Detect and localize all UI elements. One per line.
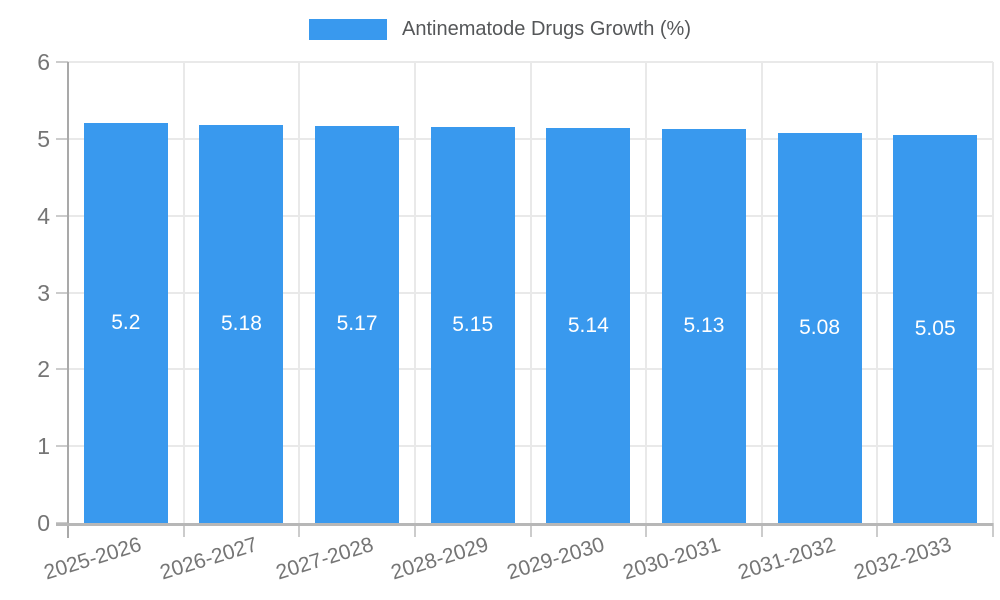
bar: 5.17 (315, 125, 400, 523)
x-tick (298, 523, 301, 537)
legend-swatch (308, 19, 387, 40)
bar: 5.14 (546, 128, 631, 523)
x-axis-label: 2025-2026 (41, 533, 145, 585)
y-tick (56, 445, 68, 448)
x-axis-line (56, 523, 993, 526)
v-gridline (760, 62, 763, 523)
v-gridline (298, 62, 301, 523)
v-gridline (876, 62, 879, 523)
x-tick (413, 523, 416, 537)
x-axis-label: 2028-2029 (388, 533, 492, 585)
y-axis-label: 0 (37, 510, 50, 536)
y-tick (56, 291, 68, 294)
y-axis-line (67, 62, 69, 538)
bar-value-label: 5.14 (567, 313, 609, 337)
x-axis-label: 2029-2030 (504, 533, 608, 585)
bar: 5.2 (83, 123, 168, 523)
v-gridline (413, 62, 416, 523)
x-axis-label: 2031-2032 (735, 533, 839, 585)
bar: 5.18 (199, 125, 284, 523)
y-tick (56, 214, 68, 217)
x-tick (876, 523, 879, 537)
y-axis-label: 5 (37, 125, 50, 152)
bar-value-label: 5.15 (452, 313, 494, 337)
x-tick (182, 523, 185, 537)
bar: 5.08 (777, 132, 862, 523)
y-axis-label: 6 (37, 49, 50, 75)
x-axis-label: 2030-2031 (619, 533, 723, 585)
x-tick (992, 523, 994, 537)
x-tick (645, 523, 648, 537)
bar-value-label: 5.05 (914, 316, 956, 340)
bar-value-label: 5.17 (336, 312, 378, 336)
y-axis-label: 2 (37, 356, 50, 383)
y-tick (56, 61, 68, 63)
legend-label: Antinematode Drugs Growth (%) (401, 18, 691, 40)
legend: Antinematode Drugs Growth (%) (0, 18, 1000, 41)
bar-value-label: 5.18 (221, 311, 262, 335)
bar: 5.13 (661, 128, 746, 523)
y-axis-label: 3 (37, 279, 50, 306)
bar: 5.05 (893, 134, 978, 523)
x-tick (529, 523, 532, 537)
bar-value-label: 5.08 (799, 315, 840, 339)
v-gridline (182, 62, 185, 523)
bar: 5.15 (430, 127, 515, 523)
x-axis-label: 2026-2027 (157, 533, 261, 585)
y-tick (56, 368, 68, 371)
v-gridline (992, 62, 994, 523)
bar-value-label: 5.13 (683, 313, 725, 337)
x-axis-label: 2027-2028 (273, 533, 376, 585)
v-gridline (529, 62, 532, 523)
x-axis-label: 2032-2033 (851, 533, 954, 585)
y-axis-label: 1 (37, 433, 50, 460)
v-gridline (645, 62, 648, 523)
y-axis-label: 4 (37, 202, 50, 229)
x-tick (760, 523, 763, 537)
bar-value-label: 5.2 (111, 311, 141, 335)
y-tick (56, 137, 68, 140)
